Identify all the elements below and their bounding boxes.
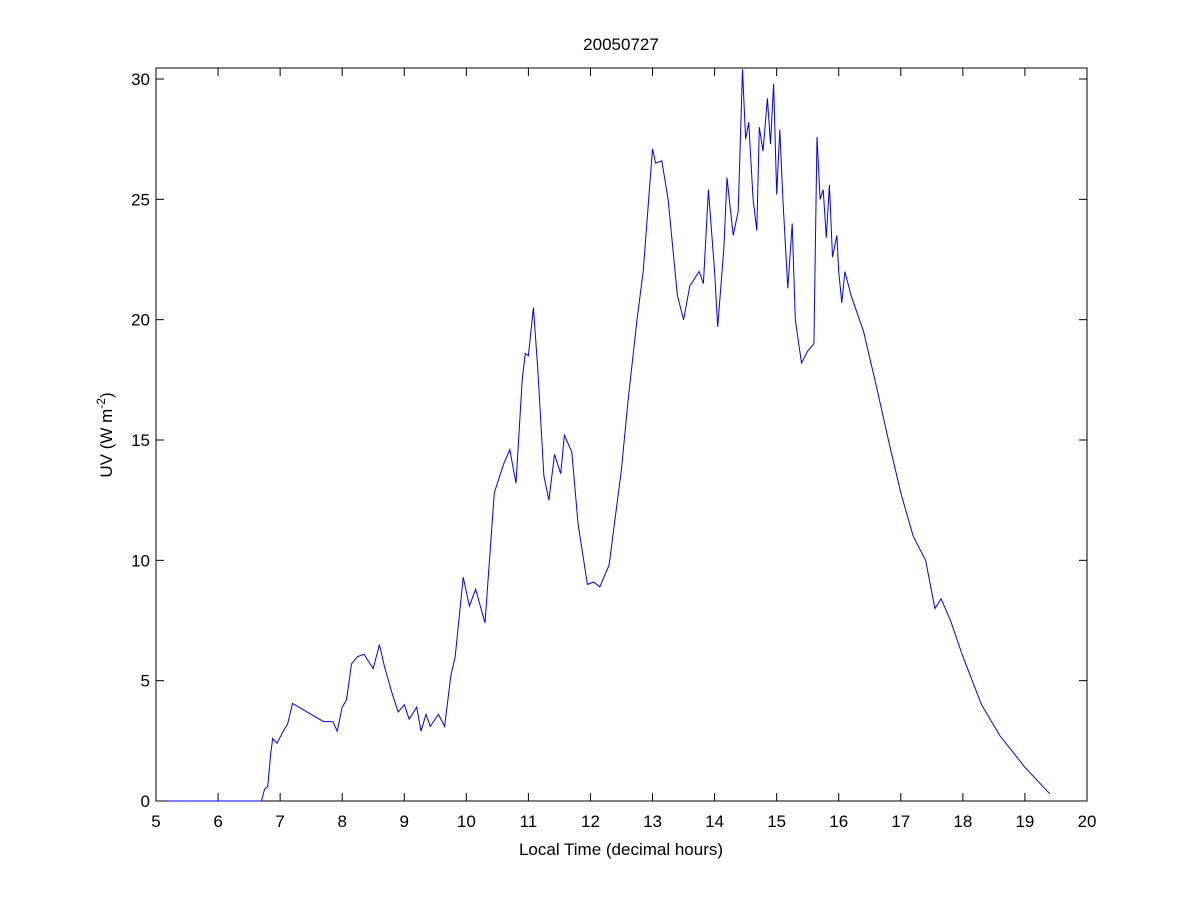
y-axis-label-main: UV (W m: [97, 409, 116, 478]
y-tick-label: 25: [131, 190, 150, 209]
x-axis-label: Local Time (decimal hours): [519, 840, 723, 859]
x-tick-label: 5: [151, 812, 160, 831]
x-tick-label: 16: [829, 812, 848, 831]
x-tick-label: 14: [705, 812, 724, 831]
y-tick-label: 20: [131, 311, 150, 330]
uv-series-line: [168, 69, 1051, 802]
x-tick-label: 11: [520, 812, 538, 831]
x-tick-label: 20: [1078, 812, 1097, 831]
y-axis-label-sup: -2: [94, 398, 108, 409]
y-axis-label-end: ): [97, 392, 116, 398]
y-tick-label: 15: [131, 431, 150, 450]
x-tick-label: 6: [213, 812, 222, 831]
y-tick-label: 30: [131, 70, 150, 89]
y-tick-label: 0: [141, 792, 150, 811]
y-tick-label: 10: [131, 551, 150, 570]
y-axis-label: UV (W m-2): [94, 392, 116, 477]
x-tick-label: 8: [337, 812, 346, 831]
x-tick-label: 17: [891, 812, 910, 831]
chart-title: 20050727: [583, 35, 659, 54]
y-tick-label: 5: [141, 672, 150, 691]
plot-area: [155, 67, 1088, 802]
x-tick-label: 12: [581, 812, 600, 831]
x-tick-label: 13: [643, 812, 662, 831]
x-tick-label: 10: [457, 812, 476, 831]
x-tick-label: 18: [953, 812, 972, 831]
x-tick-label: 9: [400, 812, 409, 831]
x-tick-label: 19: [1015, 812, 1034, 831]
x-tick-label: 15: [767, 812, 786, 831]
x-tick-label: 7: [275, 812, 284, 831]
